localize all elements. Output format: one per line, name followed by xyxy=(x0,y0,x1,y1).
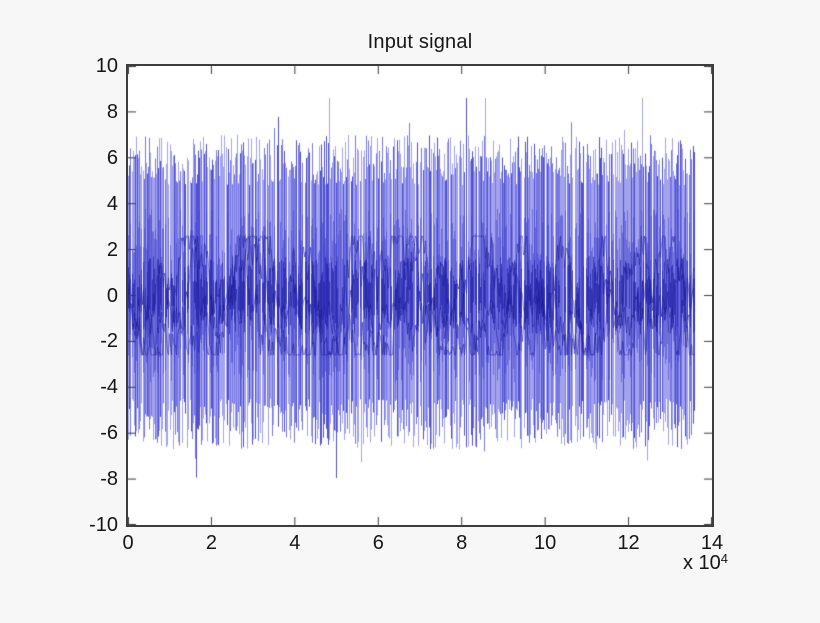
x-axis-tick-label: 10 xyxy=(534,532,557,554)
y-axis-tick-label: -10 xyxy=(89,514,118,536)
y-axis-tick-label: -6 xyxy=(100,422,118,445)
x-axis-multiplier: x 104 xyxy=(628,551,728,575)
y-axis-tick-label: 10 xyxy=(95,55,118,77)
signal-waveform-canvas xyxy=(128,66,712,525)
y-axis-tick-label: 4 xyxy=(106,192,118,215)
plot-area xyxy=(126,64,714,527)
y-axis-tick-label: 6 xyxy=(106,146,118,169)
x-axis-tick-label: 2 xyxy=(205,532,217,554)
y-axis-tick-label: -2 xyxy=(100,330,118,353)
x-axis-tick-label: 8 xyxy=(456,532,468,554)
y-axis-tick-label: -4 xyxy=(100,376,118,399)
y-axis-tick-label: 8 xyxy=(106,100,118,123)
x-axis-tick-label: 0 xyxy=(122,532,134,554)
chart-title: Input signal xyxy=(367,31,473,53)
y-axis-tick-label: -8 xyxy=(100,468,118,491)
x-axis-tick-label: 4 xyxy=(289,532,301,554)
x-axis-tick-label: 14 xyxy=(700,532,724,554)
x-axis-tick-label: 12 xyxy=(617,532,640,554)
y-axis-tick-label: 2 xyxy=(106,238,118,261)
x-axis-multiplier-prefix: x 10 xyxy=(682,552,721,574)
x-axis-multiplier-exponent: 4 xyxy=(720,551,728,566)
x-axis-tick-label: 6 xyxy=(372,532,384,554)
y-axis-tick-label: 0 xyxy=(106,284,118,307)
